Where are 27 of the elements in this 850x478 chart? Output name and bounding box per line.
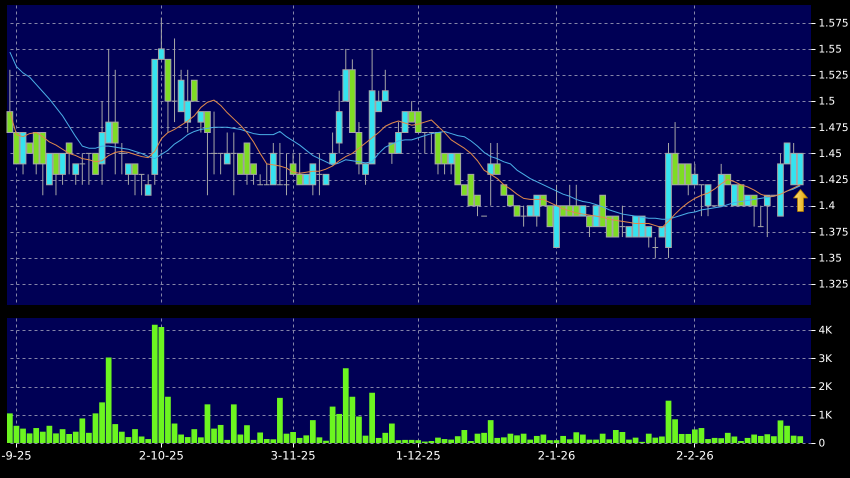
x-tick-label: 2-10-25 <box>138 448 184 462</box>
y-tick-label: 1.575 <box>818 17 849 30</box>
candlestick <box>757 205 764 228</box>
y-tick-label: 1.325 <box>818 278 849 291</box>
candlestick <box>144 174 152 196</box>
y-tick-label: 1.55 <box>818 43 842 56</box>
x-tick-label: 1-12-25 <box>396 448 441 462</box>
y-tick-label: 2K <box>818 381 834 394</box>
x-tick-label: 2-2-26 <box>676 448 714 462</box>
y-tick-label: 1K <box>818 409 834 422</box>
y-tick-label: 1.475 <box>818 122 849 134</box>
y-tick-label: 1.425 <box>818 174 849 186</box>
candlestick <box>329 132 336 164</box>
y-tick-label: 4K <box>818 324 834 337</box>
candlestick <box>118 142 126 175</box>
y-tick-label: 1.5 <box>818 96 836 108</box>
y-tick-label: 1.525 <box>818 70 849 82</box>
y-tick-label: 1.45 <box>818 148 842 160</box>
y-tick-label: 1.35 <box>818 252 842 264</box>
y-tick-label: 0 <box>818 438 826 450</box>
x-tick-label: 3-11-25 <box>270 448 316 462</box>
candlestick <box>652 236 659 258</box>
y-tick-label: 1.375 <box>818 226 849 238</box>
y-tick-label: 1.4 <box>818 200 836 212</box>
x-tick-label: -9-25 <box>1 448 32 462</box>
x-tick-label: 2-1-26 <box>538 448 576 462</box>
y-tick-label: 3K <box>818 352 834 365</box>
